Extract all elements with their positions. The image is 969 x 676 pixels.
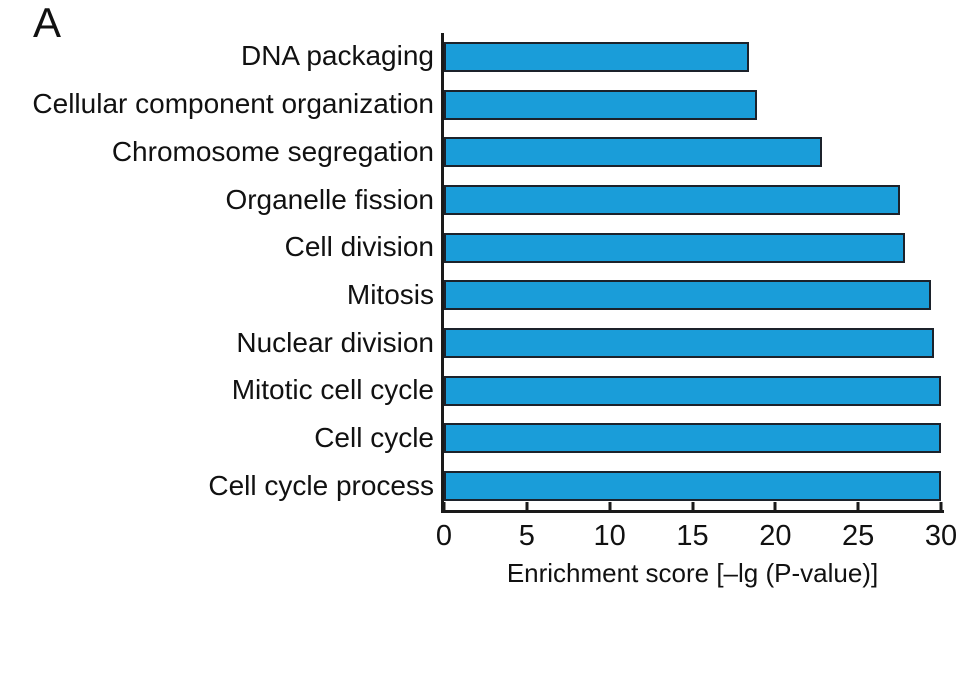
- x-axis-tick-label: 20: [759, 520, 792, 552]
- panel-label: A: [33, 0, 62, 46]
- bar: [444, 328, 935, 359]
- x-axis-tick: [939, 502, 943, 510]
- category-label: Organelle fission: [225, 183, 434, 215]
- bar: [444, 423, 941, 454]
- chart-row: Chromosome segregation: [0, 128, 941, 176]
- chart-rows: DNA packaging Cellular component organiza…: [0, 33, 941, 510]
- x-axis-tick-label: 15: [676, 520, 709, 552]
- category-label: Cell cycle process: [208, 469, 434, 501]
- bar-track: [444, 462, 941, 510]
- bar: [444, 232, 905, 263]
- bar: [444, 471, 941, 502]
- bar-track: [444, 415, 941, 463]
- category-label: Nuclear division: [236, 326, 434, 358]
- x-axis-tick-label: 5: [518, 520, 535, 552]
- bar-track: [444, 33, 941, 81]
- axis-frame: [441, 33, 944, 513]
- bar-track: [444, 367, 941, 415]
- x-axis-tick-label: 10: [593, 520, 626, 552]
- x-axis-tick: [442, 502, 446, 510]
- bar: [444, 184, 900, 215]
- chart-row: Mitosis: [0, 272, 941, 320]
- category-label: Cell cycle: [314, 422, 434, 454]
- x-axis-tick: [773, 502, 777, 510]
- category-label: Cellular component organization: [32, 88, 434, 120]
- category-label: Cell division: [284, 231, 434, 263]
- x-axis-tick-label: 0: [435, 520, 453, 552]
- chart-row: Mitotic cell cycle: [0, 367, 941, 415]
- x-axis-tick-label: 30: [924, 520, 958, 552]
- chart-row: Cell cycle process: [0, 462, 941, 510]
- bar-track: [444, 224, 941, 272]
- bar: [444, 41, 749, 72]
- x-axis-tick-label: 25: [842, 520, 875, 552]
- bar-track: [444, 81, 941, 129]
- bar: [444, 89, 758, 120]
- bar-track: [444, 319, 941, 367]
- chart-row: Organelle fission: [0, 176, 941, 224]
- chart-row: DNA packaging: [0, 33, 941, 81]
- category-label: DNA packaging: [240, 40, 434, 72]
- chart-row: Cell cycle: [0, 415, 941, 463]
- x-axis-tick: [608, 502, 612, 510]
- chart-row: Cell division: [0, 224, 941, 272]
- chart-row: Nuclear division: [0, 319, 941, 367]
- bar-track: [444, 128, 941, 176]
- bar-track: [444, 272, 941, 320]
- x-axis-tick: [525, 502, 529, 510]
- category-label: Chromosome segregation: [111, 135, 434, 167]
- category-label: Mitosis: [346, 278, 434, 310]
- x-axis-tick: [856, 502, 860, 510]
- bar: [444, 137, 822, 168]
- bar: [444, 280, 932, 311]
- bar-track: [444, 176, 941, 224]
- bar: [444, 375, 941, 406]
- chart-row: Cellular component organization: [0, 81, 941, 129]
- x-axis-tick: [691, 502, 694, 510]
- x-axis-title: Enrichment score [–lg (P-value)]: [506, 558, 879, 588]
- category-label: Mitotic cell cycle: [231, 374, 434, 406]
